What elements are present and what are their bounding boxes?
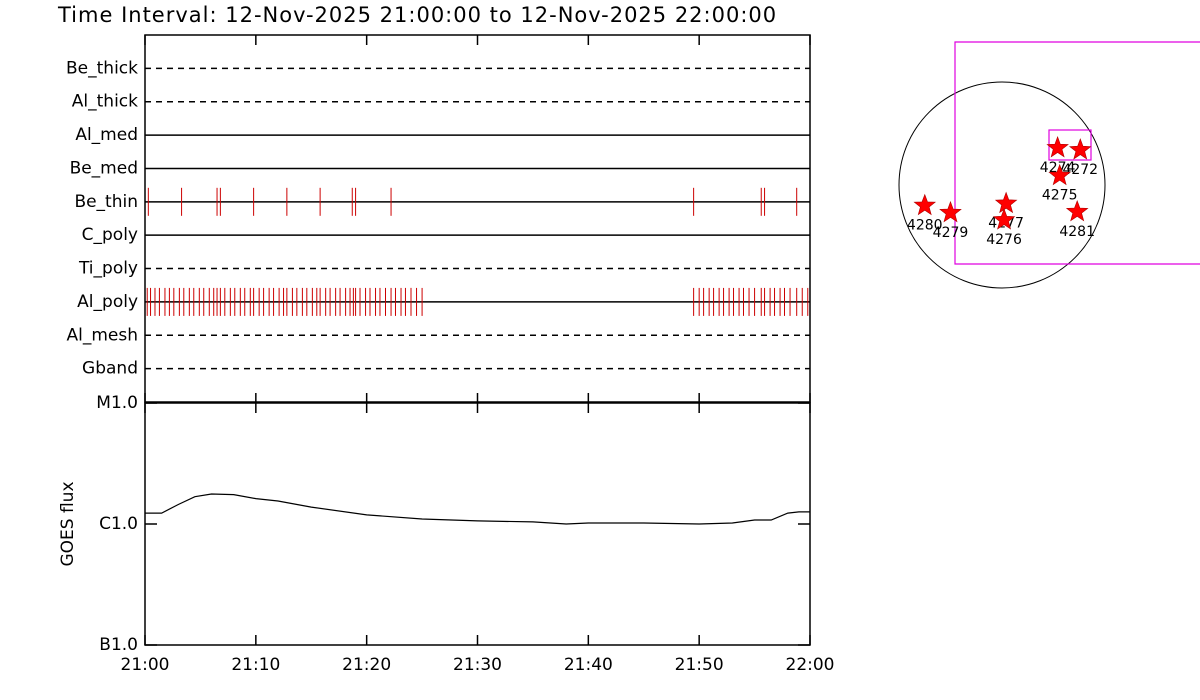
y-tick-label: B1.0	[99, 635, 138, 655]
region-star	[913, 193, 937, 216]
row-label: Al_thick	[72, 92, 138, 112]
x-tick-label: 21:00	[121, 655, 170, 675]
x-tick-label: 21:40	[564, 655, 613, 675]
region-star	[992, 208, 1016, 230]
x-tick-label: 21:50	[675, 655, 724, 675]
y-tick-label: C1.0	[99, 514, 138, 534]
x-tick-label: 21:10	[231, 655, 280, 675]
y-axis-label: GOES flux	[58, 481, 78, 566]
x-tick-label: 21:20	[342, 655, 391, 675]
region-star	[994, 191, 1018, 214]
x-tick-label: 22:00	[786, 655, 835, 675]
region-star	[939, 200, 962, 223]
y-tick-label: M1.0	[96, 393, 138, 413]
row-label: Al_poly	[77, 292, 138, 312]
region-label: 4276	[986, 232, 1022, 248]
row-label: Gband	[82, 359, 138, 379]
x-tick-label: 21:30	[453, 655, 502, 675]
row-label: Al_med	[75, 125, 138, 145]
region-label: 4279	[933, 225, 969, 241]
region-star	[1046, 136, 1069, 158]
row-label: Be_med	[70, 158, 138, 178]
region-star	[1065, 199, 1089, 222]
row-label: Ti_poly	[78, 259, 138, 279]
region-label: 4275	[1042, 188, 1078, 204]
row-label: Al_mesh	[66, 325, 138, 345]
row-label: Be_thick	[66, 58, 138, 78]
region-label: 4281	[1059, 224, 1095, 240]
region-star	[1068, 138, 1092, 160]
row-label: C_poly	[82, 225, 138, 245]
row-label: Be_thin	[74, 192, 138, 212]
region-star	[1048, 163, 1071, 186]
region-label: 4280	[907, 218, 943, 234]
region-label: 4272	[1062, 162, 1098, 178]
chart-title: Time Interval: 12-Nov-2025 21:00:00 to 1…	[57, 3, 777, 27]
flux-line	[145, 493, 810, 525]
solar-disk	[898, 81, 1106, 289]
fov-box	[954, 41, 1200, 265]
